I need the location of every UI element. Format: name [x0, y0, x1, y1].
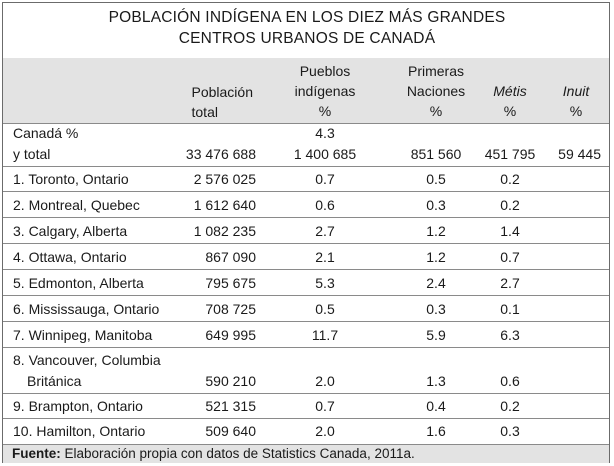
header-pueblos-indigenas: Pueblos indígenas % [294, 63, 356, 119]
row-divider [3, 321, 609, 322]
row-divider [3, 347, 609, 348]
row-divider [3, 393, 609, 394]
title-line-2: CENTROS URBANOS DE CANADÁ [178, 30, 436, 47]
table-frame: POBLACIÓN INDÍGENA EN LOS DIEZ MÁS GRAND… [2, 2, 610, 463]
title-line-1: POBLACIÓN INDÍGENA EN LOS DIEZ MÁS GRAND… [108, 9, 506, 26]
header-divider [3, 123, 609, 124]
header-metis: Métis % [493, 83, 527, 119]
source-text: Elaboración propia con datos de Statisti… [60, 446, 415, 461]
header-primeras-naciones: Primeras Naciones % [406, 63, 466, 119]
source-note: Fuente: Elaboración propia con datos de … [3, 444, 609, 463]
row-divider [3, 166, 609, 167]
header-poblacion: Población total [191, 84, 254, 120]
row-divider [3, 217, 609, 218]
column-header-band: Población total Pueblos indígenas % Prim… [3, 58, 609, 123]
canada-inuit: 59 445 [558, 146, 601, 162]
canada-label-2: y total [13, 146, 51, 162]
canada-pueblos-pct: 4.3 [315, 125, 335, 141]
canada-poblacion: 33 476 688 [185, 146, 256, 162]
canada-primeras: 851 560 [410, 146, 462, 162]
canada-pueblos: 1 400 685 [293, 146, 357, 162]
canada-metis: 451 795 [484, 146, 536, 162]
canada-label-1: Canadá % [13, 125, 79, 141]
row-divider [3, 418, 609, 419]
table-title: POBLACIÓN INDÍGENA EN LOS DIEZ MÁS GRAND… [3, 7, 611, 49]
row-divider [3, 191, 609, 192]
row-divider [3, 269, 609, 270]
row-divider [3, 243, 609, 244]
row-divider [3, 295, 609, 296]
header-inuit: Inuit % [562, 83, 590, 119]
source-label: Fuente: [12, 446, 61, 461]
